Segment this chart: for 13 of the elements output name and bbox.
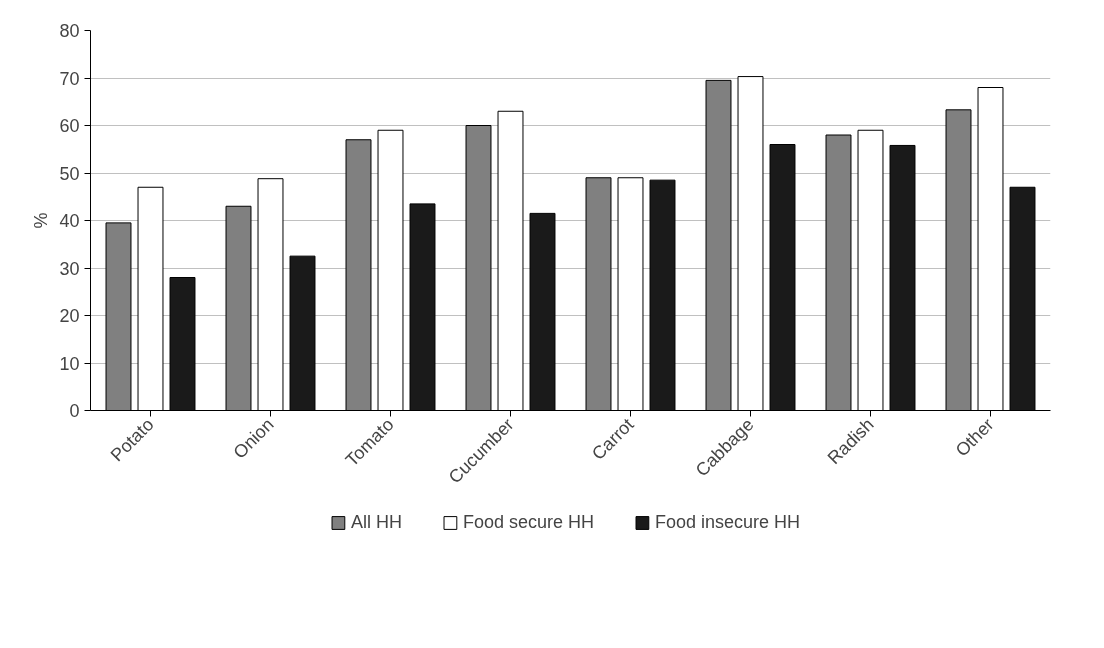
y-tick-label: 40 [59, 211, 80, 231]
y-tick-label: 0 [69, 401, 80, 421]
y-tick-label: 70 [59, 68, 80, 89]
y-axis-title: % [31, 212, 52, 229]
legend-label: Food secure HH [462, 511, 594, 533]
y-tick-label: 30 [59, 258, 80, 279]
y-tick-label: 50 [59, 163, 80, 184]
y-tick-label: 10 [59, 353, 80, 374]
legend-label: All HH [350, 511, 402, 533]
legend-label: Food insecure HH [655, 511, 801, 533]
y-tick-label: 60 [59, 116, 80, 136]
y-tick-label: 80 [59, 21, 80, 41]
y-tick-label: 20 [59, 306, 80, 326]
